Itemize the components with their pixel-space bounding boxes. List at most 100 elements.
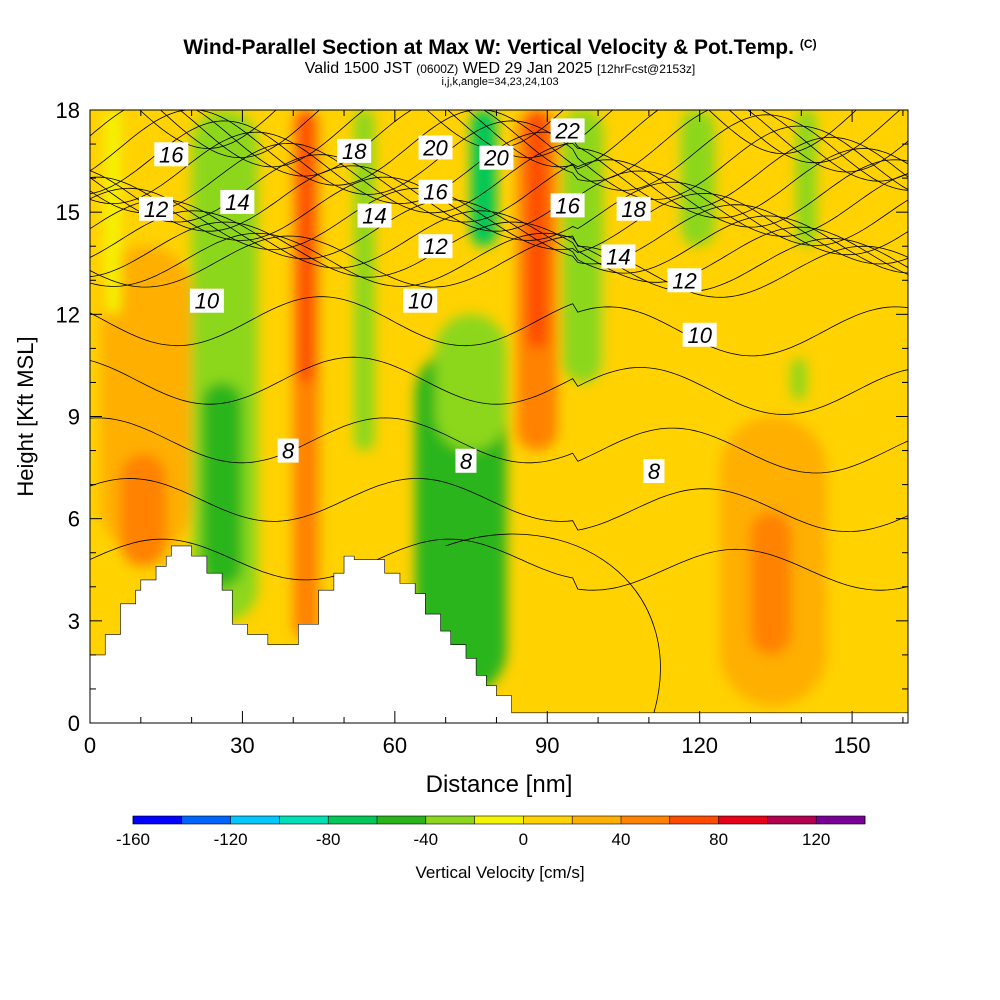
pot-temp-label-box [337, 138, 372, 163]
colorbar-tick-label: -40 [414, 830, 439, 849]
subtitle-forecast: [12hrFcst@2153z] [597, 62, 696, 76]
pot-temp-label-12: 14 [601, 244, 636, 269]
pot-temp-contour-5 [90, 235, 908, 298]
vertical-velocity-field [90, 110, 873, 723]
pot-temp-label-box [682, 322, 717, 347]
pot-temp-label-box [550, 118, 585, 143]
terrain [89, 545, 909, 724]
colorbar-tick-label: 40 [612, 830, 631, 849]
pot-temp-label-box [601, 244, 636, 269]
colorbar-swatch [767, 816, 817, 824]
chart-title-tag: (C) [799, 37, 817, 51]
y-axis-label: Height [Kft MSL] [13, 336, 38, 496]
pot-temp-contour-low [445, 533, 661, 713]
colorbar-swatch [328, 816, 377, 824]
pot-temp-label-8: 14 [357, 203, 392, 229]
colorbar: -160 -120 -80 -40 0 40 80 120 [116, 815, 866, 849]
colorbar-swatch [230, 816, 280, 824]
pot-temp-contour-2 [90, 417, 908, 474]
pot-temp-label-text: 16 [555, 193, 580, 218]
colorbar-tick-label: -80 [316, 830, 341, 849]
x-tick-label: 90 [535, 733, 559, 758]
pot-temp-label-text: 22 [554, 118, 579, 143]
pot-temp-contour-14 [90, 142, 908, 219]
pot-temp-label-2: 14 [220, 189, 255, 215]
x-tick-label: 0 [84, 733, 96, 758]
x-tick-label: 120 [681, 733, 718, 758]
colorbar-swatch [133, 816, 182, 824]
velocity-region-11 [471, 110, 497, 247]
pot-temp-label-3: 18 [337, 138, 372, 164]
velocity-region-2 [120, 453, 167, 567]
chart-title: Wind-Parallel Section at Max W: Vertical… [0, 36, 1000, 60]
colorbar-swatch [377, 816, 426, 824]
pot-temp-label-text: 16 [423, 180, 448, 205]
pot-temp-label-box [139, 196, 174, 221]
pot-temp-label-box [220, 189, 255, 214]
x-tick-label: 150 [834, 733, 871, 758]
pot-temp-labels: 16 12 14 18 20 20 22 16 14 16 18 12 14 12 10 10 10 8 8 8 [139, 118, 717, 484]
y-tick-label: 15 [56, 200, 80, 225]
pot-temp-label-text: 12 [423, 234, 447, 259]
velocity-region-21 [796, 110, 817, 247]
pot-temp-label-box [550, 193, 585, 218]
pot-temp-label-18: 8 [455, 448, 477, 474]
pot-temp-label-6: 22 [550, 118, 585, 143]
x-axis-label: Distance [nm] [426, 771, 573, 798]
velocity-region-10 [435, 314, 507, 451]
pot-temp-label-box [455, 448, 477, 473]
pot-temp-contour-18 [90, 110, 908, 182]
velocity-region-20 [791, 358, 807, 400]
pot-temp-label-11: 12 [418, 234, 453, 259]
pot-temp-label-text: 10 [687, 323, 712, 348]
y-tick-label: 12 [56, 302, 80, 327]
pot-temp-label-box [277, 438, 299, 463]
pot-temp-contour-16 [90, 120, 908, 201]
colorbar-swatch [621, 816, 670, 824]
pot-temp-label-text: 14 [606, 244, 630, 269]
velocity-region-19 [750, 511, 792, 655]
pot-temp-contour-0 [90, 538, 908, 591]
pot-temp-label-text: 12 [144, 197, 168, 222]
pot-temp-label-box [418, 234, 453, 259]
pot-temp-contour-10 [90, 187, 908, 256]
pot-temp-label-box [154, 142, 189, 167]
chart-params: i,j,k,angle=34,23,24,103 [441, 76, 559, 88]
pot-temp-label-text: 10 [408, 289, 433, 314]
pot-temp-contour-11 [90, 176, 908, 246]
pot-temp-label-text: 14 [225, 190, 249, 215]
pot-temp-label-1: 12 [139, 196, 174, 222]
velocity-region-7 [298, 110, 314, 383]
velocity-region-22 [831, 212, 873, 621]
pot-temp-contour-12 [90, 165, 908, 237]
chart-subtitle: Valid 1500 JST (0600Z) WED 29 Jan 2025 [… [0, 60, 1000, 78]
y-tick-label: 0 [68, 711, 80, 736]
plot-area: 16 12 14 18 20 20 22 16 14 16 18 12 14 12 10 10 10 8 8 8 [89, 109, 909, 724]
pot-temp-label-0: 16 [154, 142, 189, 167]
pot-temp-label-box [357, 203, 392, 228]
pot-temp-label-text: 20 [422, 135, 448, 160]
pot-temp-label-text: 20 [483, 146, 509, 171]
colorbar-swatch [669, 816, 719, 824]
pot-temp-label-14: 10 [189, 288, 224, 314]
velocity-region-5 [201, 382, 243, 587]
colorbar-swatch [474, 816, 524, 824]
x-tick-label: 60 [383, 733, 407, 758]
colorbar-tick-label: -160 [116, 830, 150, 849]
colorbar-swatch [718, 816, 768, 824]
subtitle-valid: Valid 1500 JST [304, 60, 412, 77]
pot-temp-label-box [403, 288, 438, 313]
pot-temp-contour-1 [90, 478, 908, 533]
colorbar-swatch [181, 816, 231, 824]
pot-temp-label-text: 10 [195, 289, 220, 314]
chart-title-text: Wind-Parallel Section at Max W: Vertical… [183, 36, 794, 59]
pot-temp-label-10: 18 [616, 196, 651, 222]
subtitle-utc: (0600Z) [416, 62, 459, 76]
subtitle-date: WED 29 Jan 2025 [462, 60, 593, 77]
colorbar-tick-label: 80 [709, 830, 728, 849]
pot-temp-label-text: 16 [159, 142, 184, 167]
y-tick-label: 6 [68, 507, 80, 532]
colorbar-swatch [816, 816, 865, 824]
pot-temp-label-16: 10 [682, 322, 717, 348]
pot-temp-label-box [418, 179, 453, 204]
